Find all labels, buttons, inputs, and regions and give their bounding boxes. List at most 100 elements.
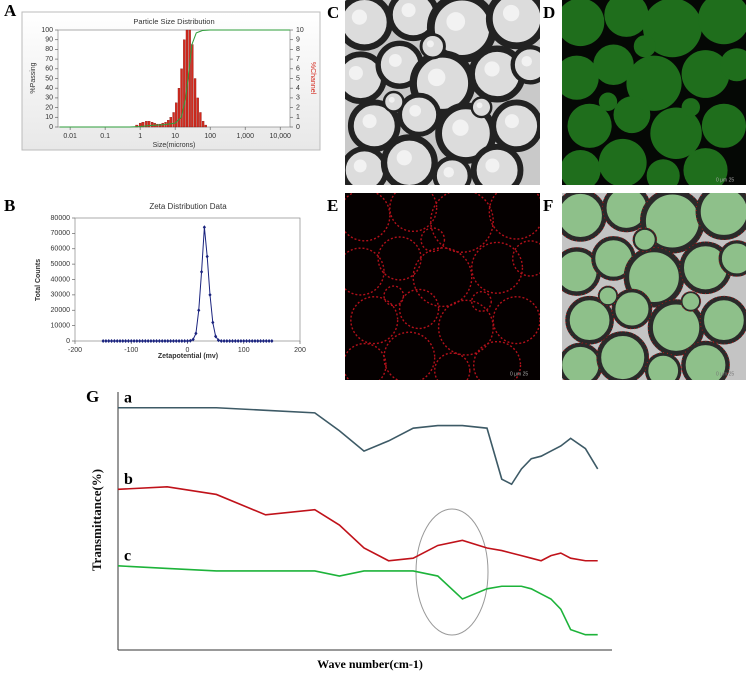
cell xyxy=(562,149,601,185)
cell xyxy=(650,107,702,159)
cell-core xyxy=(452,119,469,136)
data-point xyxy=(264,339,268,343)
data-point xyxy=(169,339,173,343)
data-point xyxy=(171,339,176,343)
cell xyxy=(598,92,618,111)
cell-core xyxy=(388,54,402,67)
data-point xyxy=(107,339,111,343)
data-point xyxy=(211,320,215,325)
cell xyxy=(642,0,702,58)
x-tick-label: -200 xyxy=(68,347,82,354)
y2-tick-label: 5 xyxy=(296,75,300,82)
bar xyxy=(196,97,199,128)
y-tick-label: 20 xyxy=(45,104,53,111)
cell xyxy=(699,295,746,345)
data-point xyxy=(121,339,125,343)
cell xyxy=(389,193,438,233)
cell xyxy=(412,247,473,308)
chart-title: Zeta Distribution Data xyxy=(149,202,227,211)
data-point xyxy=(267,339,271,343)
data-point xyxy=(230,339,235,343)
data-line xyxy=(117,485,598,562)
plot-frame xyxy=(57,29,291,128)
cell xyxy=(383,285,405,307)
data-point xyxy=(233,339,237,343)
data-point xyxy=(163,339,167,343)
cell xyxy=(680,291,701,312)
data-point xyxy=(183,339,187,343)
cell-core xyxy=(443,166,455,178)
bar xyxy=(201,121,205,128)
cell xyxy=(720,48,746,82)
panel-label: C xyxy=(327,3,339,22)
bar xyxy=(177,88,181,128)
data-point xyxy=(208,292,212,297)
cell xyxy=(633,35,656,58)
cell-rim xyxy=(632,227,658,253)
y-tick-label: 60000 xyxy=(51,246,71,253)
y-tick-label: 90 xyxy=(45,37,53,44)
series-label: c xyxy=(124,548,131,565)
y-tick-label: 70 xyxy=(45,56,53,63)
cell xyxy=(420,227,446,253)
cell-rim xyxy=(611,288,653,330)
cell-core xyxy=(362,114,377,129)
data-point xyxy=(197,308,201,313)
data-point xyxy=(115,339,119,343)
cell xyxy=(383,331,436,380)
x-tick-label: 0.1 xyxy=(100,133,110,140)
scale-bar: 0 μm 25 xyxy=(716,371,734,377)
bar xyxy=(175,102,178,128)
data-point xyxy=(191,337,195,342)
cell xyxy=(683,148,728,185)
data-point xyxy=(222,339,226,343)
bar xyxy=(169,117,173,128)
cell xyxy=(701,103,746,148)
data-point xyxy=(146,339,150,343)
bar xyxy=(172,112,175,128)
data-point xyxy=(174,339,178,343)
cell-rim xyxy=(565,295,614,345)
series-label: b xyxy=(124,471,133,488)
data-point xyxy=(132,339,136,343)
data-point xyxy=(199,269,204,274)
data-point xyxy=(239,339,243,343)
data-point xyxy=(261,339,266,343)
cell xyxy=(681,50,730,98)
cell-core xyxy=(409,104,422,117)
y-axis-label: %Passing xyxy=(30,62,37,93)
y-tick-label: 100 xyxy=(41,27,53,34)
cell-core xyxy=(504,114,519,129)
cell xyxy=(632,227,657,252)
cell-core xyxy=(401,3,416,18)
y2-tick-label: 0 xyxy=(296,124,300,131)
cell-core xyxy=(502,4,520,22)
data-point xyxy=(242,339,246,343)
bar xyxy=(191,44,194,128)
data-point xyxy=(216,338,221,343)
panel-label: G xyxy=(86,387,99,406)
x-axis-label: Wave number(cm-1) xyxy=(317,657,423,671)
bar xyxy=(147,121,151,128)
bar xyxy=(158,123,162,128)
x-tick-label: -100 xyxy=(124,347,138,354)
panel-label: D xyxy=(543,3,555,22)
micrograph-e xyxy=(345,193,540,380)
cell xyxy=(562,55,599,100)
data-point xyxy=(126,339,131,343)
y2-tick-label: 1 xyxy=(296,114,300,121)
cell-rim xyxy=(597,285,619,307)
y2-tick-label: 9 xyxy=(296,37,300,44)
cell xyxy=(492,296,540,345)
bar xyxy=(188,29,191,128)
data-point xyxy=(109,339,114,343)
series-label: a xyxy=(124,389,132,406)
data-point xyxy=(118,339,122,343)
data-line xyxy=(117,565,598,636)
data-point xyxy=(225,339,229,343)
data-line xyxy=(103,227,272,342)
data-point xyxy=(140,339,145,343)
cell-rim xyxy=(596,331,649,380)
chart-title: Particle Size Distribution xyxy=(133,17,214,26)
x-tick-label: 0.01 xyxy=(63,133,77,140)
